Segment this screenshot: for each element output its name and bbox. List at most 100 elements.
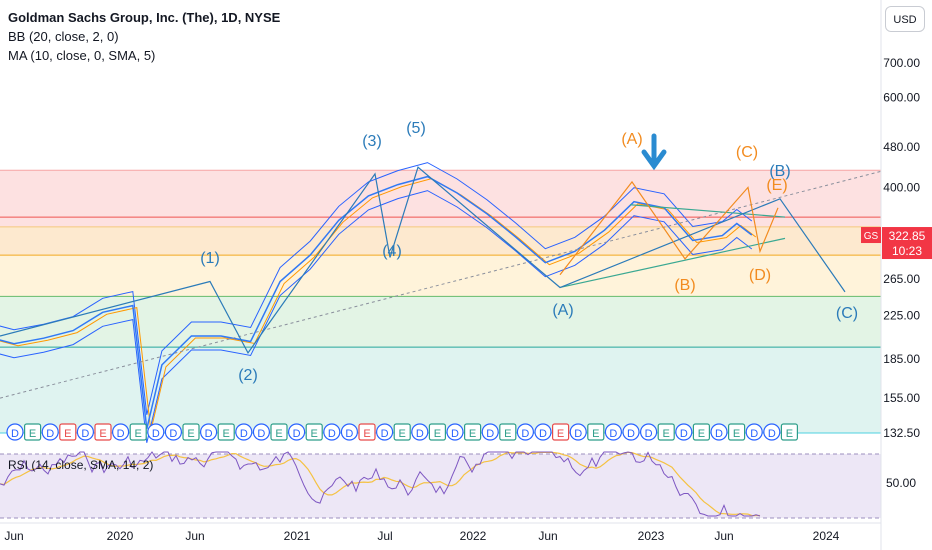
- elliott-wave-blue: [0, 166, 846, 355]
- price-badge: [882, 227, 932, 260]
- dividend-circle: [6, 423, 24, 441]
- wave-label-orange: (B): [674, 277, 695, 294]
- price-badge-countdown: 10:23: [892, 244, 922, 258]
- marker-letter: E: [698, 428, 705, 440]
- bollinger-upper-line: [0, 162, 753, 415]
- dividend-marker: E: [358, 423, 376, 441]
- price-line: [0, 175, 753, 429]
- time-tick-label: 2021: [284, 529, 311, 543]
- earnings-box: [305, 423, 323, 441]
- marker-letter: D: [521, 428, 529, 440]
- marker-letter: D: [46, 428, 54, 440]
- earnings-box: [270, 423, 288, 441]
- zone-band-3: [0, 255, 881, 297]
- dividend-marker: D: [200, 423, 218, 441]
- marker-letter: E: [434, 428, 441, 440]
- dividend-circle: [235, 423, 253, 441]
- bb-indicator-label[interactable]: BB (20, close, 2, 0): [8, 29, 119, 44]
- dividend-marker: E: [499, 423, 517, 441]
- rsi-indicator-label[interactable]: RSI (14, close, SMA, 14, 2): [8, 458, 154, 472]
- wave-label-blue: (B): [769, 163, 790, 180]
- marker-letter: E: [223, 428, 230, 440]
- earnings-box: [780, 423, 799, 441]
- dividend-marker: E: [464, 423, 482, 441]
- marker-letter: D: [152, 428, 160, 440]
- wave-label-blue: (A): [552, 302, 573, 319]
- dividend-marker: E: [393, 423, 411, 441]
- marker-letter: E: [135, 428, 142, 440]
- dividend-circle: [41, 423, 59, 441]
- marker-letter: E: [99, 428, 106, 440]
- marker-letter: E: [29, 428, 36, 440]
- marker-letter: D: [539, 428, 547, 440]
- dividend-marker: D: [323, 423, 341, 441]
- dividend-marker: E: [727, 423, 746, 441]
- dividend-marker: D: [675, 423, 693, 441]
- time-tick-label: 2023: [638, 529, 665, 543]
- dividend-circle: [446, 423, 464, 441]
- dividend-circle: [376, 423, 394, 441]
- zone-band-4: [0, 296, 881, 348]
- dividend-marker: D: [235, 423, 253, 441]
- marker-letter: D: [205, 428, 213, 440]
- dividend-marker: D: [481, 423, 499, 441]
- marker-letter: E: [592, 428, 599, 440]
- dividend-marker: D: [745, 423, 763, 441]
- marker-letter: D: [293, 428, 301, 440]
- marker-letter: E: [64, 428, 71, 440]
- marker-letter: E: [557, 428, 564, 440]
- marker-letter: E: [504, 428, 511, 440]
- marker-letter: E: [363, 428, 370, 440]
- dividend-circle: [516, 423, 535, 441]
- marker-letter: D: [381, 428, 389, 440]
- dividend-marker: D: [288, 423, 306, 441]
- dividend-circle: [288, 423, 306, 441]
- marker-letter: E: [786, 428, 793, 440]
- dividend-marker: D: [147, 423, 165, 441]
- dividend-circle: [164, 423, 182, 441]
- marker-letter: D: [345, 428, 353, 440]
- rsi-band: [0, 454, 881, 518]
- symbol-title[interactable]: Goldman Sachs Group, Inc. (The), 1D, NYS…: [8, 10, 281, 25]
- dividend-marker: D: [604, 423, 623, 441]
- wave-label-orange: (A): [621, 131, 642, 148]
- marker-letter: D: [451, 428, 459, 440]
- wave-label-blue: (2): [238, 367, 258, 384]
- ma-indicator-label[interactable]: MA (10, close, 0, SMA, 5): [8, 48, 156, 63]
- wave-label-blue: (4): [382, 243, 402, 260]
- dividend-circle: [481, 423, 499, 441]
- dividend-marker: E: [217, 423, 235, 441]
- dividend-marker: E: [129, 423, 147, 441]
- wave-label-blue: (C): [836, 305, 858, 322]
- marker-letter: D: [574, 428, 582, 440]
- earnings-box: [587, 423, 605, 441]
- long-trend-line: [0, 170, 882, 399]
- marker-letter: D: [169, 428, 177, 440]
- chart-legend: Goldman Sachs Group, Inc. (The), 1D, NYS…: [8, 8, 280, 65]
- ticker-badge-label: GS: [864, 231, 879, 242]
- price-tick-label: 480.00: [883, 140, 920, 154]
- dividend-circle: [639, 423, 658, 441]
- dividend-marker: D: [446, 423, 464, 441]
- dividend-circle: [710, 423, 728, 441]
- time-tick-label: 2020: [107, 529, 134, 543]
- earnings-box: [217, 423, 235, 441]
- price-tick-label: 265.00: [883, 272, 920, 286]
- currency-button[interactable]: USD: [885, 6, 925, 32]
- dividend-circle: [111, 423, 130, 441]
- dividend-circle: [763, 423, 781, 441]
- trend-line-lower: [559, 237, 786, 289]
- down-arrow-icon: [641, 133, 667, 171]
- dividend-circle: [323, 423, 341, 441]
- dividend-marker: E: [587, 423, 605, 441]
- earnings-box: [464, 423, 482, 441]
- earnings-box: [24, 423, 42, 441]
- marker-letter: D: [257, 428, 265, 440]
- dividend-marker: E: [692, 423, 711, 441]
- dividend-circle: [534, 423, 552, 441]
- dividend-marker: D: [569, 423, 587, 441]
- earnings-box: [692, 423, 711, 441]
- marker-letter: E: [275, 428, 282, 440]
- wave-label-blue: (1): [200, 250, 220, 267]
